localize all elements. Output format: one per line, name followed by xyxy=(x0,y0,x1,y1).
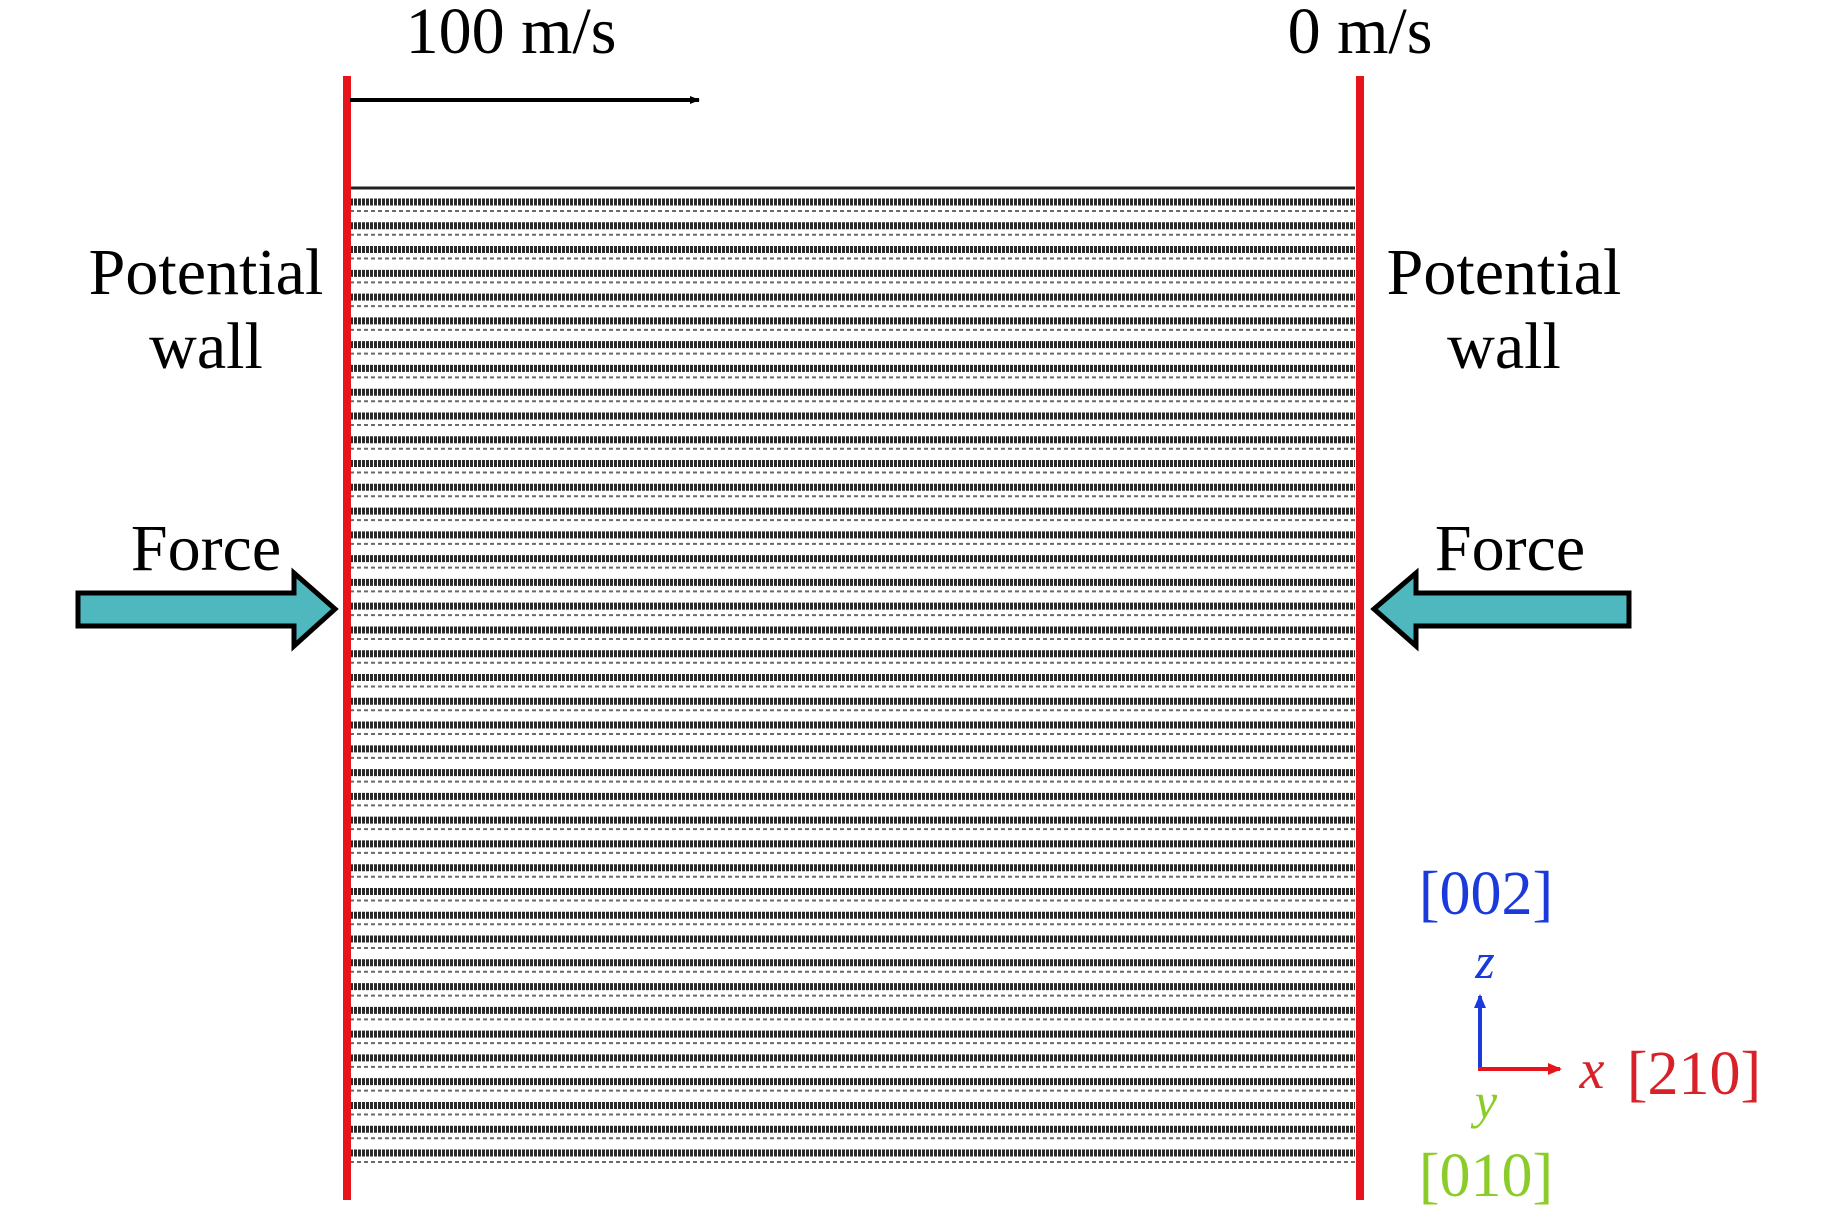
left-velocity: 100 m/s xyxy=(406,0,617,68)
atomic-layers xyxy=(350,186,1355,1163)
right-velocity: 0 m/s xyxy=(1288,0,1433,68)
force-label: Force xyxy=(131,512,281,585)
force-arrow xyxy=(75,567,339,652)
x-direction: [210] xyxy=(1627,1040,1761,1108)
x-label: x xyxy=(1579,1039,1605,1101)
wall-label: Potential xyxy=(89,236,324,309)
force-label: Force xyxy=(1435,512,1585,585)
wall-label: Potential xyxy=(1387,236,1622,309)
y-direction: [010] xyxy=(1419,1142,1553,1210)
wall-label: wall xyxy=(149,310,263,383)
z-direction: [002] xyxy=(1419,860,1553,928)
y-label: y xyxy=(1470,1073,1498,1129)
force-arrow xyxy=(1370,567,1632,652)
z-label: z xyxy=(1474,933,1494,989)
wall-label: wall xyxy=(1447,310,1561,383)
